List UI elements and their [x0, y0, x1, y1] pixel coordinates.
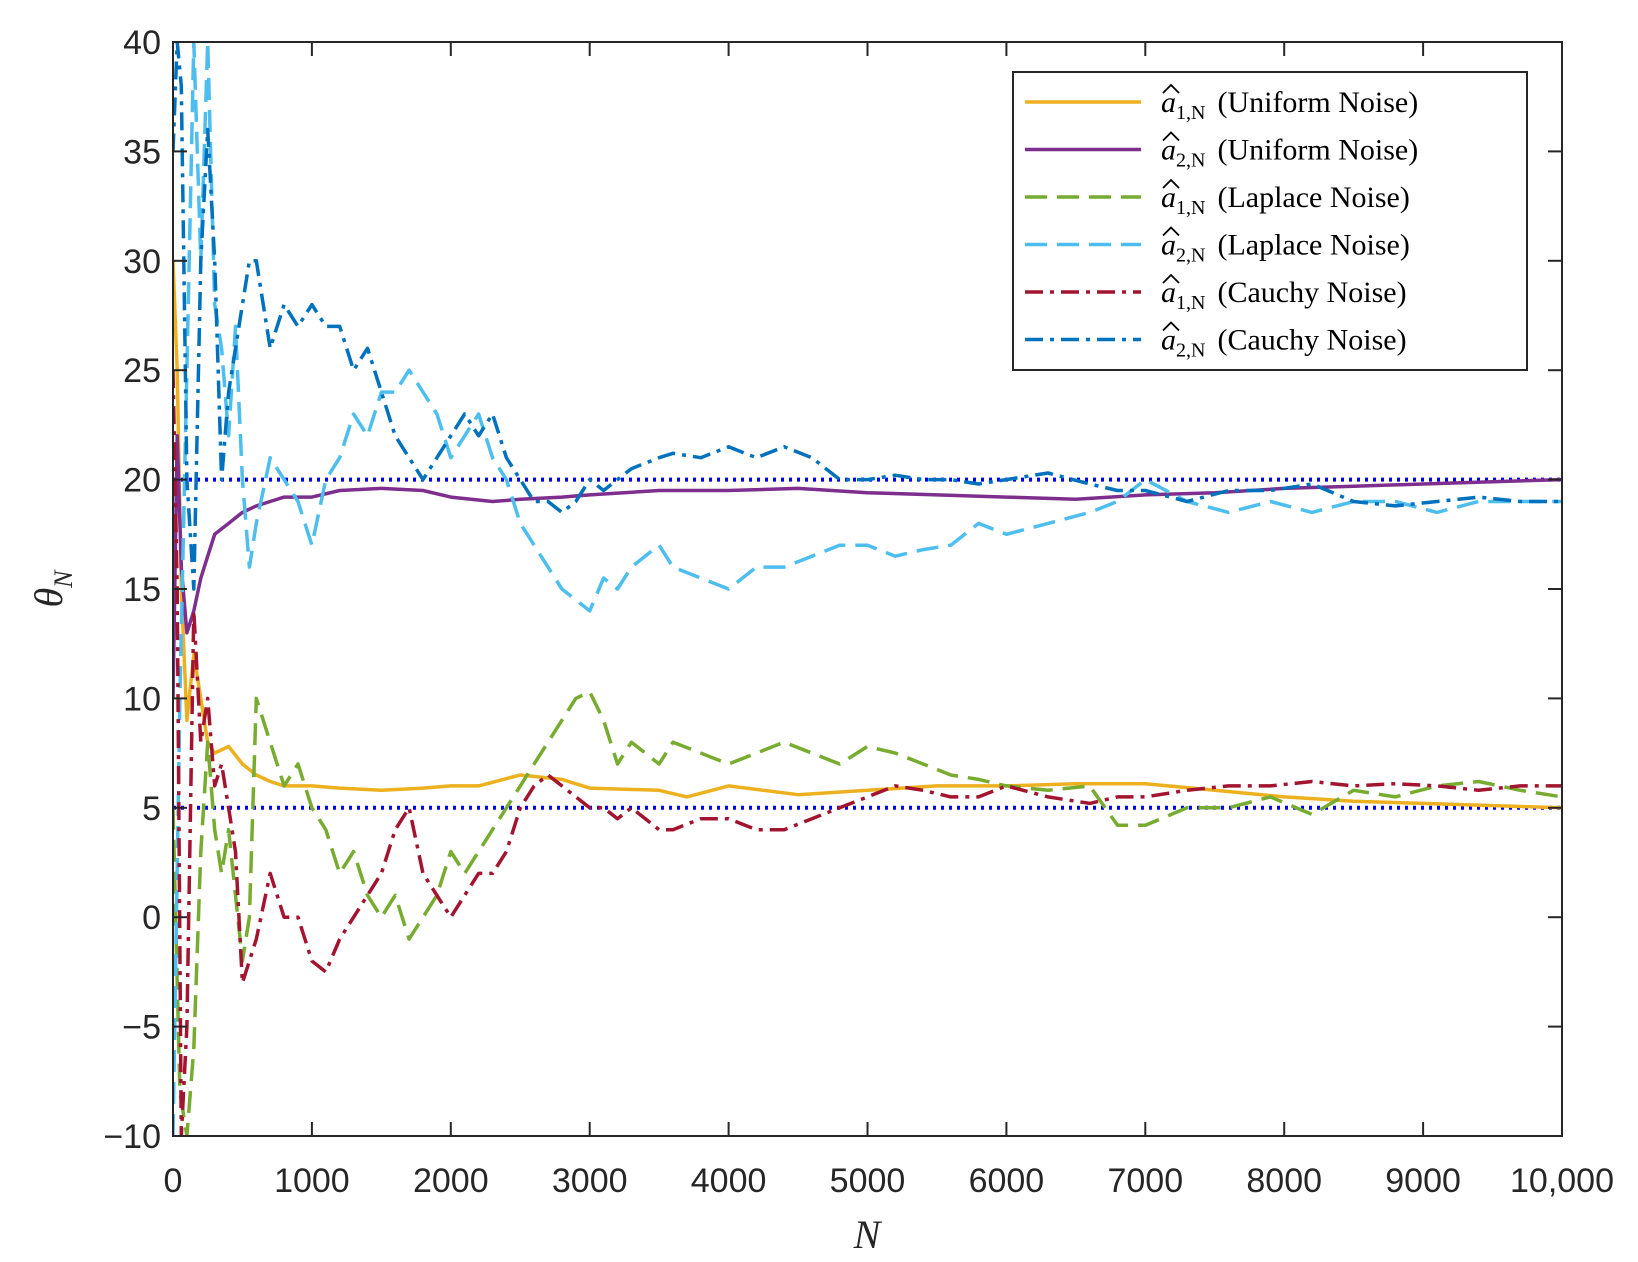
x-tick-label: 3000 — [552, 1162, 628, 1200]
y-tick-label: 0 — [142, 899, 161, 937]
x-tick-label: 1000 — [274, 1162, 350, 1200]
series-line — [173, 370, 1562, 1136]
x-tick-label: 8000 — [1246, 1162, 1322, 1200]
x-tick-label: 4000 — [691, 1162, 767, 1200]
legend-entry: a2,N (Uniform Noise) — [1161, 134, 1418, 172]
legend: a1,N (Uniform Noise) a2,N (Uniform Noise) a1… — [1012, 71, 1528, 371]
x-tick-label: 10,000 — [1510, 1162, 1614, 1200]
y-tick-label: 35 — [123, 133, 161, 171]
legend-entry: a1,N (Cauchy Noise) — [1161, 276, 1407, 314]
x-tick-label: 7000 — [1107, 1162, 1183, 1200]
x-tick-label: 2000 — [413, 1162, 489, 1200]
hat-icon — [1162, 226, 1180, 237]
series-line — [173, 690, 1562, 1136]
y-tick-label: 10 — [123, 680, 161, 718]
y-tick-label: −5 — [122, 1009, 161, 1047]
x-axis-label: N — [853, 1212, 883, 1257]
y-tick-label: −10 — [103, 1118, 161, 1156]
x-tick-label: 0 — [164, 1162, 183, 1200]
y-tick-label: 40 — [123, 24, 161, 62]
hat-icon — [1162, 273, 1180, 284]
hat-icon — [1162, 321, 1180, 332]
legend-entry: a1,N (Laplace Noise) — [1161, 181, 1410, 219]
legend-entry: a1,N (Uniform Noise) — [1161, 86, 1418, 124]
y-tick-label: 20 — [123, 462, 161, 500]
series-line — [173, 42, 1562, 1136]
y-tick-label: 30 — [123, 243, 161, 281]
hat-icon — [1162, 178, 1180, 189]
hat-icon — [1162, 83, 1180, 94]
x-tick-label: 6000 — [969, 1162, 1045, 1200]
axis-ticks — [172, 41, 1563, 1137]
x-tick-label: 9000 — [1385, 1162, 1461, 1200]
legend-entry: a2,N (Laplace Noise) — [1161, 229, 1410, 267]
x-tick-label: 5000 — [830, 1162, 906, 1200]
series-line — [173, 42, 1562, 591]
y-tick-label: 15 — [123, 571, 161, 609]
legend-entry: a2,N (Cauchy Noise) — [1161, 324, 1407, 362]
series-lines — [173, 42, 1562, 1136]
legend-box — [1012, 71, 1528, 371]
y-tick-label: 25 — [123, 352, 161, 390]
axis-tick-labels: 0 1000 2000 3000 4000 5000 6000 7000 8000 9000 10,… — [103, 24, 1614, 1200]
y-tick-label: 5 — [142, 790, 161, 828]
y-axis-label: θN — [26, 569, 78, 608]
hat-icon — [1162, 131, 1180, 142]
